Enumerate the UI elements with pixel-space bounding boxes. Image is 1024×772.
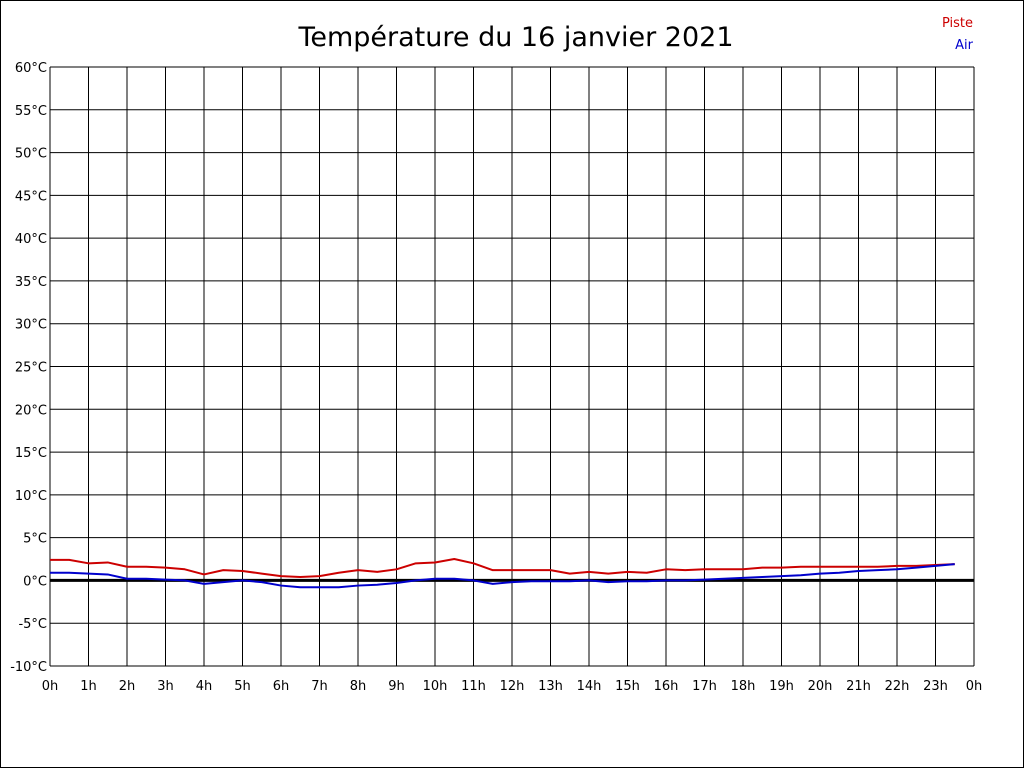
y-tick-label: 35°C <box>15 275 47 290</box>
x-tick-label: 12h <box>500 679 525 694</box>
x-tick-label: 4h <box>196 679 213 694</box>
legend-entry-piste: Piste <box>942 16 973 31</box>
series-line-piste <box>50 558 955 579</box>
x-tick-label: 11h <box>461 679 486 694</box>
x-tick-label: 1h <box>80 679 97 694</box>
legend: Piste Air <box>942 16 974 53</box>
y-tick-label: 55°C <box>15 104 47 119</box>
x-tick-label: 14h <box>577 679 602 694</box>
x-tick-label: 7h <box>311 679 328 694</box>
x-tick-label: 5h <box>234 679 251 694</box>
grid-lines <box>49 66 975 667</box>
x-axis-tick-labels: 0h 1h 2h 3h 4h 5h 6h 7h 8h 9h 10h 11h 12h 13h 14h 15h 16… <box>42 679 983 694</box>
y-axis-tick-labels: 60°C 55°C 50°C 45°C 40°C 35°C 30°C 25°C 20°C 15°C… <box>10 61 47 675</box>
y-tick-label: 60°C <box>15 61 47 76</box>
x-tick-label: 13h <box>538 679 563 694</box>
x-tick-label: 0h <box>966 679 983 694</box>
y-tick-label: 15°C <box>15 446 47 461</box>
y-tick-label: -10°C <box>10 660 47 675</box>
y-tick-label: 25°C <box>15 361 47 376</box>
x-tick-label: 6h <box>273 679 290 694</box>
series-lines <box>50 558 955 589</box>
x-tick-label: 10h <box>423 679 448 694</box>
y-tick-label: -5°C <box>18 617 47 632</box>
x-tick-label: 20h <box>808 679 833 694</box>
x-tick-label: 15h <box>615 679 640 694</box>
x-tick-label: 9h <box>388 679 405 694</box>
x-tick-label: 17h <box>692 679 717 694</box>
chart-title: Température du 16 janvier 2021 <box>297 22 733 53</box>
x-tick-label: 19h <box>769 679 794 694</box>
y-tick-label: 5°C <box>23 532 47 547</box>
x-tick-label: 2h <box>119 679 136 694</box>
x-tick-label: 18h <box>731 679 756 694</box>
y-tick-label: 50°C <box>15 147 47 162</box>
series-line-air <box>50 563 955 589</box>
x-tick-label: 3h <box>157 679 174 694</box>
y-tick-label: 0°C <box>23 574 47 589</box>
x-tick-label: 21h <box>846 679 871 694</box>
x-tick-label: 16h <box>654 679 679 694</box>
y-tick-label: 45°C <box>15 189 47 204</box>
x-tick-label: 23h <box>923 679 948 694</box>
x-tick-label: 22h <box>885 679 910 694</box>
x-tick-label: 8h <box>350 679 367 694</box>
x-tick-label: 0h <box>42 679 59 694</box>
y-tick-label: 20°C <box>15 403 47 418</box>
y-tick-label: 10°C <box>15 489 47 504</box>
y-tick-label: 30°C <box>15 318 47 333</box>
y-tick-label: 40°C <box>15 232 47 247</box>
legend-entry-air: Air <box>955 38 974 53</box>
